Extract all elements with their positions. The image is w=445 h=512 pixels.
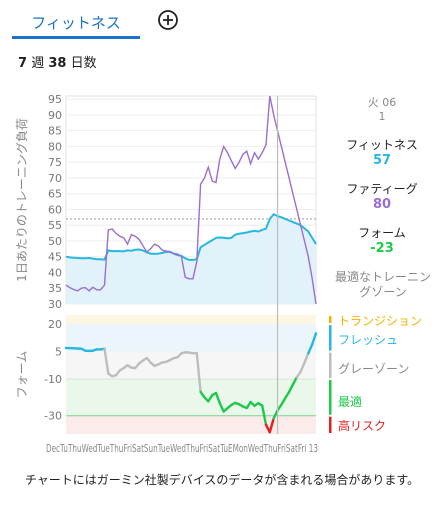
form-line-segment xyxy=(272,409,279,420)
selected-date-line2: 1 xyxy=(378,110,386,123)
form-line-segment xyxy=(303,352,310,364)
tab-bar: フィットネス xyxy=(0,0,445,40)
form-line-segment xyxy=(287,383,295,394)
plus-circle-icon[interactable] xyxy=(157,9,179,31)
form-zone-color-bar xyxy=(329,325,332,351)
form-zone-band xyxy=(66,315,316,325)
form-zone-color-bar xyxy=(329,380,332,415)
optimal-zone-readout: 最適なトレーニングゾーン xyxy=(335,270,431,300)
fatigue-line xyxy=(65,95,317,305)
top-y-tick-label: 80 xyxy=(48,140,62,153)
bottom-y-axis-label: フォーム xyxy=(15,351,29,399)
top-y-tick-label: 75 xyxy=(48,156,62,169)
fatigue-label: ファティーグ xyxy=(346,182,418,196)
top-y-tick-label: 65 xyxy=(48,188,62,201)
days-count: 38 xyxy=(48,56,67,71)
form-line-segment xyxy=(280,397,287,406)
optimal-zone-label: 最適なトレーニングゾーン xyxy=(335,270,432,299)
zone-grey-label: グレーゾーン xyxy=(338,362,410,376)
form-line-segment xyxy=(214,391,222,405)
top-y-tick-label: 95 xyxy=(48,93,62,106)
fatigue-value: 80 xyxy=(372,197,392,212)
top-y-tick-label: 30 xyxy=(48,298,62,311)
form-value: -23 xyxy=(370,241,394,256)
form-zone-band xyxy=(66,351,316,380)
x-axis-tick-labels: DecTuThuWedTueThuFriSatSunTueWedThuFriSa… xyxy=(46,442,318,455)
form-line-segment xyxy=(268,417,275,434)
form-line-segment xyxy=(218,402,225,413)
form-line-segment xyxy=(261,404,268,426)
top-y-tick-label: 40 xyxy=(48,266,62,279)
weeks-unit: 週 xyxy=(31,56,45,71)
form-line-segment xyxy=(311,332,318,346)
fitness-chart[interactable]: 95 90 85 80 75 70 65 60 55 50 45 40 35 30 1日あたりのトレーニング… xyxy=(0,86,445,466)
form-label: フォーム xyxy=(358,226,406,240)
bottom-y-tick-label: 5 xyxy=(55,346,62,359)
fitness-label: フィットネス xyxy=(346,138,418,152)
top-y-tick-label: 35 xyxy=(48,282,62,295)
selected-date-line1: 火 06 xyxy=(367,96,397,109)
selected-date: 火 06 1 xyxy=(327,96,437,124)
top-y-tick-label: 45 xyxy=(48,251,62,264)
fitness-readout: フィットネス 57 xyxy=(327,138,437,169)
tab-fitness[interactable]: フィットネス xyxy=(31,13,121,32)
form-line-segment xyxy=(284,390,291,400)
form-zone-color-bar xyxy=(329,316,332,324)
period-summary: 7 週 38 日数 xyxy=(18,52,97,71)
days-unit: 日数 xyxy=(70,56,97,71)
fitness-chart-panel[interactable]: 95 90 85 80 75 70 65 60 55 50 45 40 35 30 1日あたりのトレーニング… xyxy=(0,86,445,466)
tab-active-indicator xyxy=(12,36,140,39)
form-line-segment xyxy=(299,361,306,373)
zone-fresh-label: フレッシュ xyxy=(338,333,399,347)
fitness-value: 57 xyxy=(372,153,392,168)
top-y-tick-label: 50 xyxy=(48,235,62,248)
form-zone-color-bar xyxy=(329,416,332,433)
form-readout: フォーム -23 xyxy=(327,226,437,257)
form-line-segment xyxy=(103,347,110,375)
top-y-tick-label: 60 xyxy=(48,203,62,216)
chart-disclaimer: チャートにはガーミン社製デバイスのデータが含まれる場合があります。 xyxy=(24,473,420,487)
top-y-tick-label: 85 xyxy=(48,125,62,138)
fatigue-readout: ファティーグ 80 xyxy=(327,182,437,213)
form-zone-color-bar xyxy=(329,352,332,379)
form-line-segment xyxy=(207,394,214,403)
bottom-y-tick-label: 20 xyxy=(48,318,62,331)
fitness-area xyxy=(66,214,316,304)
bottom-y-tick-label: -10 xyxy=(44,373,62,386)
weeks-count: 7 xyxy=(18,56,28,71)
form-line-segment xyxy=(291,376,298,386)
zone-optimal-label: 最適 xyxy=(338,395,363,409)
top-y-tick-label: 70 xyxy=(48,172,62,185)
form-zone-band xyxy=(66,379,316,416)
fitness-line xyxy=(65,212,317,261)
form-line-segment xyxy=(195,351,202,394)
bottom-y-tick-label: -30 xyxy=(44,410,62,423)
form-line-segment xyxy=(307,343,314,355)
zone-transition-label: トランジション xyxy=(338,314,423,328)
form-zone-band xyxy=(66,324,316,352)
top-y-tick-label: 90 xyxy=(48,109,62,122)
form-zone-band xyxy=(66,415,316,434)
top-y-axis-label: 1日あたりのトレーニング負荷 xyxy=(15,118,29,282)
zone-high-risk-label: 高リスク xyxy=(338,419,387,433)
top-y-tick-label: 55 xyxy=(48,219,62,232)
